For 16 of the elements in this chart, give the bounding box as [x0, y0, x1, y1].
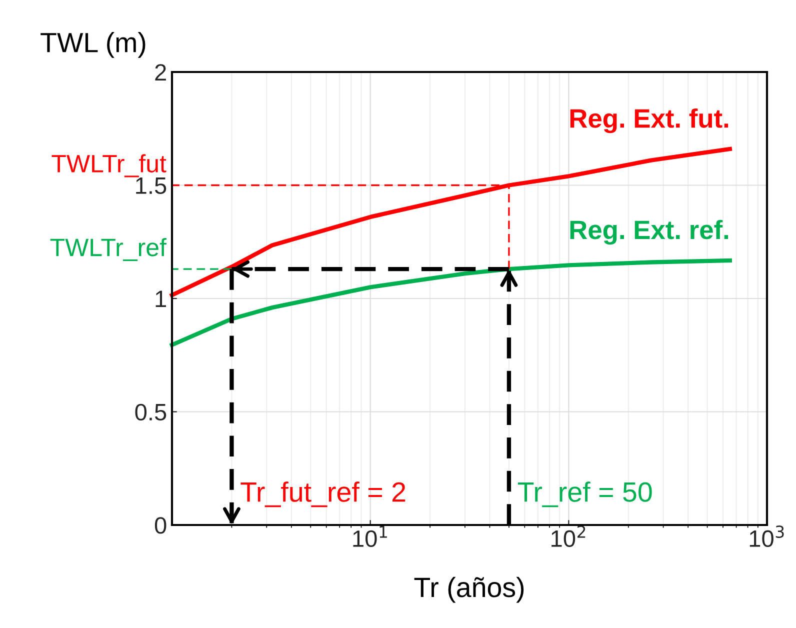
x-tick-label: 10$^{1}$ — [353, 526, 387, 548]
x-axis-title: Tr (años) — [414, 576, 524, 603]
annotation: Tr_fut_ref = 2 — [240, 482, 406, 508]
y-tick-label: 2 — [155, 64, 166, 81]
x-tick-label: 10$^{2}$ — [552, 525, 586, 548]
series-label: TWLTr_ref — [50, 238, 166, 262]
y-tick-label: 1.5 — [136, 178, 166, 194]
y-axis-title: TWL (m) — [40, 32, 146, 58]
series-label: Reg. Ext. fut. — [570, 108, 728, 134]
y-tick-label: 0 — [154, 517, 166, 534]
series-label: Reg. Ext. ref. — [570, 220, 728, 245]
annotation: Tr_ref = 50 — [518, 482, 652, 508]
y-tick-label: 0.5 — [135, 404, 166, 421]
y-tick-label: 1 — [156, 290, 166, 308]
x-tick-label: 10$^{3}$ — [750, 525, 784, 548]
series-label: TWLTr_fut — [52, 154, 166, 178]
